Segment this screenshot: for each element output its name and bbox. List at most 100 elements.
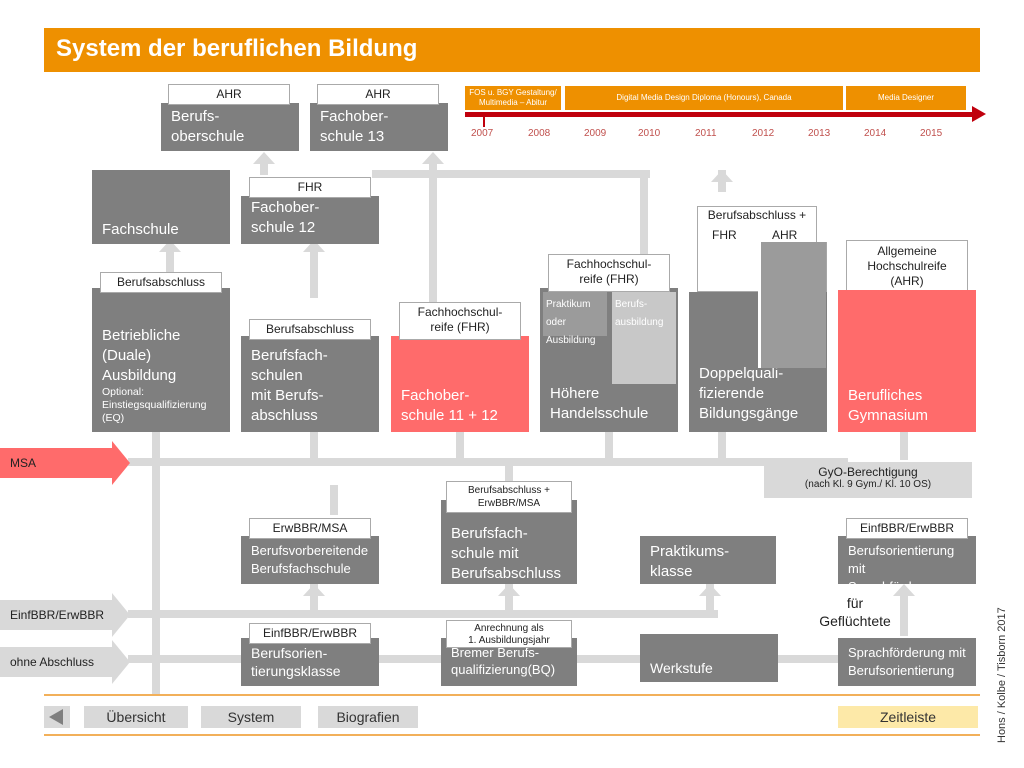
fachoberschule1112-label: Fachhochschul- reife (FHR) — [399, 302, 521, 340]
nav-zeitleiste[interactable]: Zeitleiste — [838, 706, 978, 728]
up-bvs-msa — [330, 485, 338, 515]
up-msa-hhs — [605, 432, 613, 460]
fachschule-box: Fachschule — [92, 170, 230, 244]
ohne-entry-tip — [112, 640, 130, 684]
bfs2-label: Berufsabschluss + ErwBBR/MSA — [446, 481, 572, 513]
hhs-label: Fachhochschul- reife (FHR) — [548, 254, 670, 292]
einf-pipe — [128, 610, 718, 618]
fachoberschule1112-box: Fachober- schule 11 + 12 — [391, 336, 529, 432]
year-2012: 2012 — [752, 128, 775, 139]
trunk-left — [152, 295, 160, 695]
arrow-fos13 — [422, 152, 444, 164]
hhs-ausbildung-box: Berufs- ausbildung — [612, 292, 676, 384]
up-msa-bfs — [310, 432, 318, 460]
nav-top-line — [44, 694, 980, 696]
timeline-arrowhead — [972, 106, 986, 122]
pipe-top-horizontal — [372, 170, 650, 178]
bos-label: EinfBBR/ErwBBR — [846, 518, 968, 539]
arrow-dq — [711, 170, 733, 182]
pipe-hhs-up — [640, 170, 648, 290]
back-button[interactable] — [44, 706, 70, 728]
msa-entry-tip — [112, 441, 130, 485]
timeline-seg-3[interactable]: Media Designer — [846, 86, 966, 110]
gyo-box: GyO-Berechtigung (nach Kl. 9 Gym./ Kl. 1… — [764, 462, 972, 498]
up-einf-bvs — [310, 584, 318, 612]
berufsvorbereitende-box: Berufsvorbereitende Berufsfachschule — [241, 536, 379, 584]
fachoberschule12-label: FHR — [249, 177, 371, 198]
credit-text: Hons / Kolbe / Tisborn 2017 — [996, 607, 1008, 743]
nav-biografien[interactable]: Biografien — [318, 706, 418, 728]
duale-label: Berufsabschluss — [100, 272, 222, 293]
year-2008: 2008 — [528, 128, 551, 139]
dq-ahr-bar — [758, 242, 826, 368]
timeline-axis — [465, 112, 975, 117]
fachoberschule13-label: AHR — [317, 84, 439, 105]
sprachfoerderung-box: Sprachförderung mit Berufsorientierung — [838, 638, 976, 686]
dq-label-ahr: AHR — [772, 228, 798, 242]
berufliches-gymnasium-box: Berufliches Gymnasium — [838, 290, 976, 432]
gefluechtete-text: für Geflüchtete — [819, 595, 891, 629]
pipe-bos — [260, 160, 268, 175]
timeline-seg-2[interactable]: Digital Media Design Diploma (Honours), … — [565, 86, 843, 110]
msa-entry[interactable]: MSA — [0, 448, 112, 478]
hhs-praktikum-box: Praktikum oder Ausbildung — [543, 292, 607, 346]
year-2014: 2014 — [864, 128, 887, 139]
up-einf-bfs2 — [505, 584, 513, 612]
title-bar — [44, 28, 980, 72]
duale-ausbildung-sub: Optional: Einstiegsqualifizierung (EQ) — [102, 386, 207, 424]
berufsoberschule-label: AHR — [168, 84, 290, 105]
timeline-seg-1[interactable]: FOS u. BGY Gestaltung/ Multimedia – Abit… — [465, 86, 561, 110]
year-2011: 2011 — [695, 128, 717, 139]
nav-system[interactable]: System — [201, 706, 301, 728]
berufsorientierungsklasse-box: Berufsorien- tierungsklasse — [241, 638, 379, 686]
up-msa-fos — [456, 432, 464, 460]
berufsfachschulen-label: Berufsabschluss — [249, 319, 371, 340]
einf-entry-tip — [112, 593, 130, 637]
msa-pipe — [128, 458, 848, 466]
duale-ausbildung-name: Betriebliche (Duale) Ausbildung — [102, 327, 181, 384]
berufsfachschulen-box: Berufsfach- schulen mit Berufs- abschlus… — [241, 336, 379, 432]
berufsorientierung-sprachfoerderung-box: Berufsorientierung mit Sprachförderung — [838, 536, 976, 584]
year-2007: 2007 — [471, 128, 494, 139]
hhs-praktikum-text: Praktikum oder Ausbildung — [546, 299, 596, 346]
up-msa-bg — [900, 432, 908, 460]
pipe-fos12-bfs — [310, 248, 318, 298]
praktikumsklasse-box: Praktikums- klasse — [640, 536, 776, 584]
pipe-fos13 — [429, 160, 437, 302]
up-einf-prak — [706, 584, 714, 612]
up-bfs2 — [505, 466, 513, 482]
year-2009: 2009 — [584, 128, 607, 139]
up-spr-bos — [900, 592, 908, 636]
gyo-title: GyO-Berechtigung — [818, 465, 918, 479]
dq-label-line1: Berufsabschluss + — [707, 208, 807, 222]
einf-entry[interactable]: EinfBBR/ErwBBR — [0, 600, 112, 630]
bq-label: Anrechnung als 1. Ausbildungsjahr — [446, 620, 572, 648]
arrow-bos — [893, 584, 915, 596]
year-2010: 2010 — [638, 128, 661, 139]
pipe-fachschule — [166, 248, 174, 288]
arrow-bvs — [303, 584, 325, 596]
berufsfachschule-mit-abschluss-box: Berufsfach- schule mit Berufsabschluss — [441, 500, 577, 584]
gyo-sub: (nach Kl. 9 Gym./ Kl. 10 OS) — [804, 479, 932, 490]
credit: Hons / Kolbe / Tisborn 2017 — [996, 598, 1016, 743]
duale-ausbildung-box: Betriebliche (Duale) Ausbildung Optional… — [92, 288, 230, 432]
werkstufe-box: Werkstufe — [640, 634, 778, 682]
nav-uebersicht[interactable]: Übersicht — [84, 706, 188, 728]
fachoberschule12-box: Fachober- schule 12 — [241, 196, 379, 244]
year-2015: 2015 — [920, 128, 943, 139]
bvs-label: ErwBBR/MSA — [249, 518, 371, 539]
ohne-entry[interactable]: ohne Abschluss — [0, 647, 112, 677]
hhs-ausbildung-text: Berufs- ausbildung — [615, 299, 664, 328]
arrow-bfs2 — [498, 584, 520, 596]
dq-label-fhr: FHR — [712, 228, 737, 242]
up-msa-dq — [718, 432, 726, 460]
page-title: System der beruflichen Bildung — [56, 35, 418, 62]
fachoberschule13-box: Fachober- schule 13 — [310, 103, 448, 151]
ahr-label: Allgemeine Hochschulreife (AHR) — [846, 240, 968, 294]
berufsoberschule-box: Berufs- oberschule — [161, 103, 299, 151]
arrow-bos — [253, 152, 275, 164]
nav-bottom-line — [44, 734, 980, 736]
arrow-prak — [699, 584, 721, 596]
tick-2007 — [483, 117, 485, 127]
year-2013: 2013 — [808, 128, 831, 139]
